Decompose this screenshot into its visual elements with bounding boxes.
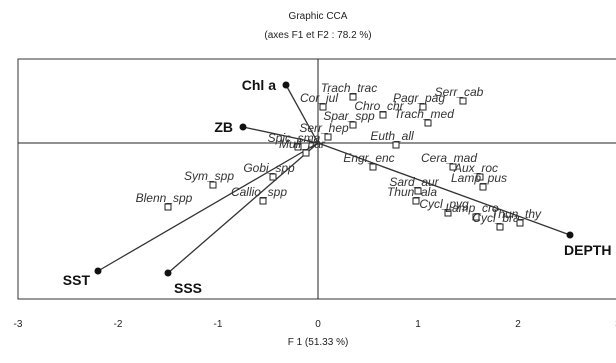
chart-title: Graphic CCA xyxy=(289,11,348,22)
species-label-blenn-spp: Blenn_spp xyxy=(136,191,193,205)
species-label-cycl-pyg: Cycl_pyg xyxy=(419,197,469,211)
species-label-pagr-pag: Pagr_pag xyxy=(393,91,445,105)
species-point-spic-sma xyxy=(294,143,302,151)
species-label-lamp-cro: Lamp_cro xyxy=(445,201,499,215)
x-axis-title: F 1 (51.33 %) xyxy=(288,337,349,348)
species-point-thun-ala xyxy=(412,197,420,205)
vector-point-chl-a xyxy=(282,81,290,89)
species-label-spic-sma: Spic_sma xyxy=(268,131,321,145)
x-tick-labels: -3-2-10123 xyxy=(14,319,616,330)
vector-line-sst xyxy=(97,142,319,272)
vector-label-sss: SSS xyxy=(174,280,202,296)
species-label-spar-spp: Spar_spp xyxy=(323,109,375,123)
species-point-trach-trac xyxy=(349,93,357,101)
species-point-serr-hep xyxy=(324,133,332,141)
vector-line-depth xyxy=(317,142,571,236)
species-point-serr-cab xyxy=(459,97,467,105)
species-point-thun-thy xyxy=(516,219,524,227)
species-point-mull-bar xyxy=(302,149,310,157)
x-tick-label-4: 1 xyxy=(415,319,421,330)
species-label-aux-roc: Aux_roc xyxy=(453,161,498,175)
species-point-lamp-pus xyxy=(479,183,487,191)
x-tick-label-5: 2 xyxy=(515,319,521,330)
species-label-mull-bar: Mull_bar xyxy=(279,137,326,151)
species-label-euth-all: Euth_all xyxy=(370,129,414,143)
species-label-chro-chr: Chro_chr xyxy=(354,99,404,113)
x-tick-label-1: -2 xyxy=(114,319,123,330)
vector-point-zb xyxy=(239,123,247,131)
x-tick-label-3: 0 xyxy=(315,319,321,330)
species-point-cycl-bra xyxy=(496,223,504,231)
x-tick-label-0: -3 xyxy=(14,319,23,330)
species-point-engr-enc xyxy=(369,163,377,171)
species-point-sym-spp xyxy=(209,181,217,189)
species-point-aux-roc xyxy=(476,173,484,181)
species-label-sym-spp: Sym_spp xyxy=(184,169,234,183)
species-point-blenn-spp xyxy=(164,203,172,211)
species-point-pagr-pag xyxy=(419,103,427,111)
species-label-serr-hep: Serr_hep xyxy=(299,121,349,135)
species-label-trach-med: Trach_med xyxy=(394,107,454,121)
vector-label-chl-a: Chl a xyxy=(242,77,276,93)
vector-line-chl-a xyxy=(285,84,319,144)
species-point-cera-mad xyxy=(449,163,457,171)
species-label-trach-trac: Trach_trac xyxy=(321,81,377,95)
species-point-euth-all xyxy=(392,141,400,149)
vector-label-zb: ZB xyxy=(214,119,233,135)
species-label-callio-spp: Callio_spp xyxy=(231,185,287,199)
vector-label-sst: SST xyxy=(63,272,91,288)
species-point-lamp-cro xyxy=(472,213,480,221)
species-label-gobi-spp: Gobi_spp xyxy=(243,161,295,175)
species-label-lamp-pus: Lamp_pus xyxy=(451,171,507,185)
species-label-engr-enc: Engr_enc xyxy=(343,151,394,165)
species-label-sard-aur: Sard_aur xyxy=(389,175,439,189)
species-point-trach-med xyxy=(424,119,432,127)
species-point-cycl-pyg xyxy=(444,209,452,217)
vector-point-sss xyxy=(164,269,172,277)
vector-label-depth: DEPTH xyxy=(564,242,611,258)
species-label-thun-thy: Thun_thy xyxy=(491,207,542,221)
species-label-cera-mad: Cera_mad xyxy=(421,151,477,165)
vector-point-sst xyxy=(94,267,102,275)
species-point-gobi-spp xyxy=(269,173,277,181)
species-label-cor-jul: Cor_jul xyxy=(300,91,338,105)
species-point-sard-aur xyxy=(414,187,422,195)
vector-line-sss xyxy=(167,142,319,274)
plot-frame xyxy=(17,58,616,300)
species-points: Trach_trac Serr_cab Cor_jul Pagr_pagChro_ch… xyxy=(136,81,542,231)
env-vectors: Chl a ZB SST SSS DEPTH xyxy=(63,77,612,296)
vector-point-depth xyxy=(566,231,574,239)
species-label-cycl-bra: Cycl_bra xyxy=(472,211,520,225)
species-label-thun-ala: Thun_ala xyxy=(387,185,437,199)
x-tick-label-2: -1 xyxy=(214,319,223,330)
species-point-chro-chr xyxy=(379,111,387,119)
species-point-cor-jul xyxy=(319,103,327,111)
species-label-serr-cab: Serr_cab xyxy=(435,85,484,99)
chart-subtitle: (axes F1 et F2 : 78.2 %) xyxy=(264,30,371,41)
species-point-callio-spp xyxy=(259,197,267,205)
species-point-spar-spp xyxy=(349,121,357,129)
vector-line-zb xyxy=(242,126,319,144)
